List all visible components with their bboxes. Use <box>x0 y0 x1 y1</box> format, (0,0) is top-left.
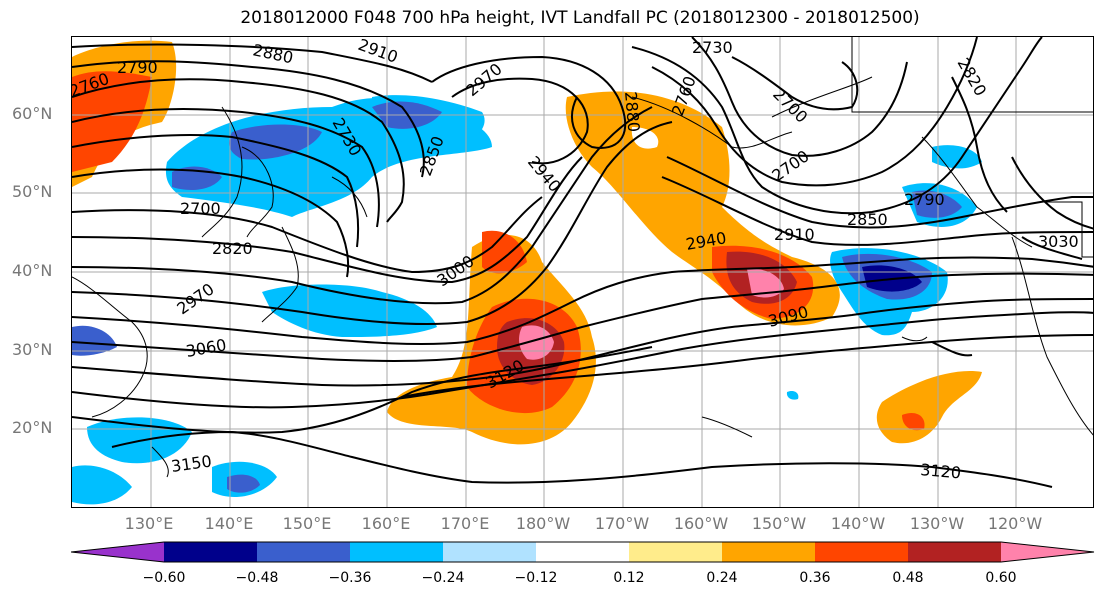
lon-label: 140°W <box>830 514 886 533</box>
lon-label: 120°W <box>987 514 1043 533</box>
contour-label: 3030 <box>1038 232 1079 251</box>
map-panel: 2790 2760 2880 2910 2730 2820 2970 2880 … <box>71 36 1094 508</box>
negative-anomaly-region <box>227 474 260 493</box>
lon-label: 170°E <box>440 514 490 533</box>
contour-label: 2880 <box>621 91 643 133</box>
contour-label: 2910 <box>356 37 401 67</box>
negative-anomaly-region <box>72 465 132 505</box>
lon-label: 150°W <box>751 514 807 533</box>
lat-label: 20°N <box>12 418 53 437</box>
contour-label: 3060 <box>184 335 227 361</box>
map-canvas: 2790 2760 2880 2910 2730 2820 2970 2880 … <box>72 37 1093 507</box>
colorbar-tick-label: 0.48 <box>892 570 924 586</box>
negative-anomaly-region <box>72 325 117 356</box>
lon-label: 130°W <box>909 514 965 533</box>
colorbar-cell <box>257 542 351 562</box>
contour-label: 2700 <box>768 146 812 185</box>
colorbar-cell <box>629 542 723 562</box>
lon-label: 130°E <box>124 514 174 533</box>
colorbar-tick-label: 0.12 <box>613 570 645 586</box>
lon-label: 180°W <box>515 514 571 533</box>
contour-label: 2910 <box>774 225 815 244</box>
colorbar-cell <box>443 542 537 562</box>
colorbar-tick-label: −0.36 <box>328 570 372 586</box>
lat-label: 40°N <box>12 261 53 280</box>
colorbar-tick-label: 0.24 <box>706 570 738 586</box>
contour-label: 2820 <box>212 239 253 258</box>
lat-label: 30°N <box>12 340 53 359</box>
positive-anomaly-region <box>786 390 799 400</box>
colorbar <box>71 541 1095 563</box>
map-title: 2018012000 F048 700 hPa height, IVT Land… <box>240 8 920 28</box>
lon-label: 150°E <box>282 514 332 533</box>
lon-label: 140°E <box>204 514 254 533</box>
contour-label: 2790 <box>117 58 158 77</box>
contour-label: 2700 <box>769 84 811 126</box>
colorbar-cell <box>164 542 258 562</box>
colorbar-tick-label: −0.60 <box>142 570 186 586</box>
lon-label: 170°W <box>594 514 650 533</box>
colorbar-cell <box>1001 542 1094 562</box>
colorbar-tick-label: −0.24 <box>421 570 465 586</box>
contour-label: 2880 <box>251 40 295 67</box>
positive-anomaly-region <box>902 412 925 431</box>
colorbar-cell <box>71 542 164 562</box>
contour-label: 2730 <box>692 38 733 57</box>
contour-label: 2970 <box>173 279 217 318</box>
lat-label: 50°N <box>12 182 53 201</box>
colorbar-cell <box>908 542 1002 562</box>
positive-anomaly-region <box>72 71 152 172</box>
lon-label: 160°W <box>673 514 729 533</box>
positive-anomaly-region <box>876 371 982 444</box>
height-contours <box>72 37 1093 488</box>
colorbar-tick-label: −0.48 <box>235 570 279 586</box>
colorbar-outline <box>71 541 1095 563</box>
contour-label: 3150 <box>170 451 213 475</box>
colorbar-cell <box>350 542 444 562</box>
contour-label: 2700 <box>180 199 221 218</box>
colorbar-tick-label: −0.12 <box>514 570 558 586</box>
colorbar-cell <box>815 542 909 562</box>
colorbar-tick-label: 0.60 <box>985 570 1017 586</box>
colorbar-cell <box>536 542 630 562</box>
negative-anomaly-region <box>229 124 322 160</box>
positive-anomaly-region <box>482 230 527 274</box>
positive-anomaly-region <box>747 268 784 298</box>
negative-anomaly-region <box>912 190 962 218</box>
contour-label: 3120 <box>920 460 962 482</box>
contour-label: 2850 <box>847 210 888 229</box>
colorbar-cell <box>722 542 816 562</box>
lon-label: 160°E <box>361 514 411 533</box>
lat-label: 60°N <box>12 104 53 123</box>
contour-label: 2790 <box>904 190 945 209</box>
positive-anomaly-region <box>631 127 659 149</box>
colorbar-tick-label: 0.36 <box>799 570 831 586</box>
